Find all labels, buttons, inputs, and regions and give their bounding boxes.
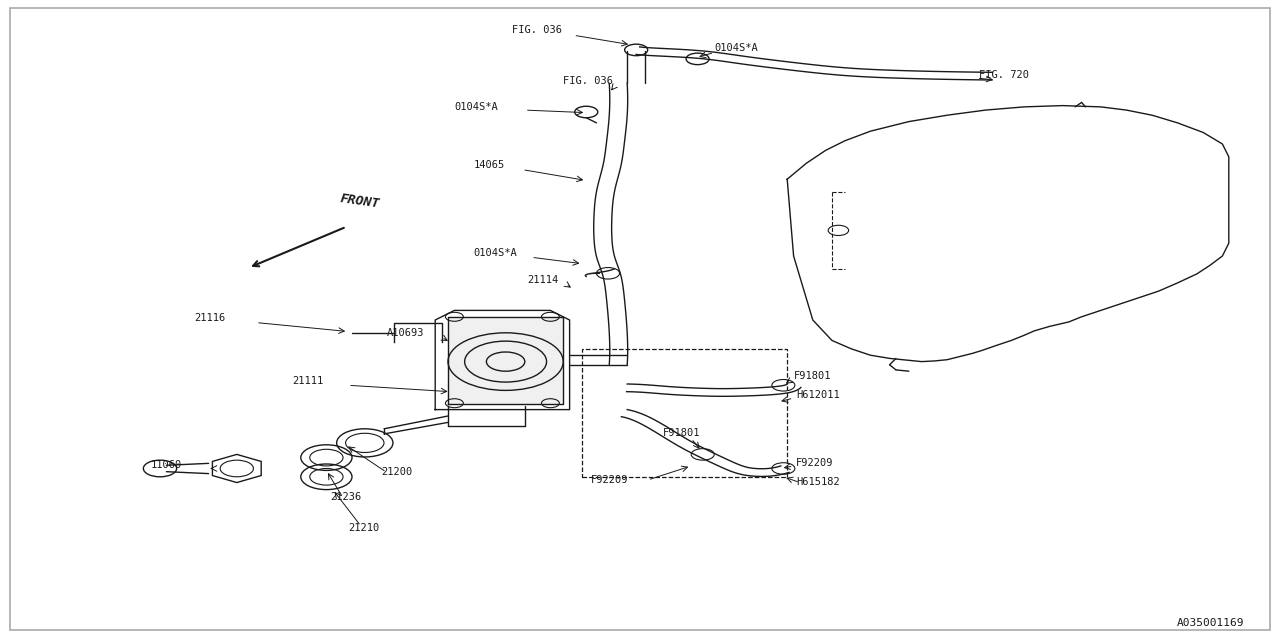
Text: FRONT: FRONT <box>339 193 380 211</box>
Text: 21111: 21111 <box>292 376 323 386</box>
Text: FIG. 036: FIG. 036 <box>512 26 562 35</box>
Text: 14065: 14065 <box>474 160 504 170</box>
Text: 0104S*A: 0104S*A <box>474 248 517 258</box>
Text: 11060: 11060 <box>151 461 182 470</box>
Text: 0104S*A: 0104S*A <box>454 102 498 112</box>
Text: A035001169: A035001169 <box>1176 618 1244 628</box>
Text: F92209: F92209 <box>796 458 833 468</box>
Text: F91801: F91801 <box>663 429 700 438</box>
Text: 21236: 21236 <box>330 493 361 502</box>
Text: H612011: H612011 <box>796 390 840 400</box>
Bar <box>582 349 787 477</box>
Text: 0104S*A: 0104S*A <box>714 44 758 53</box>
Text: 21116: 21116 <box>195 314 225 323</box>
Text: F91801: F91801 <box>794 371 831 381</box>
Text: F92209: F92209 <box>591 475 628 485</box>
Text: 21200: 21200 <box>381 467 412 477</box>
Text: 21210: 21210 <box>348 524 379 533</box>
Text: A10693: A10693 <box>387 328 424 338</box>
Text: FIG. 720: FIG. 720 <box>979 70 1029 80</box>
Text: 21114: 21114 <box>527 275 558 285</box>
Text: H615182: H615182 <box>796 477 840 487</box>
Text: FIG. 036: FIG. 036 <box>563 77 613 86</box>
Polygon shape <box>448 317 563 404</box>
